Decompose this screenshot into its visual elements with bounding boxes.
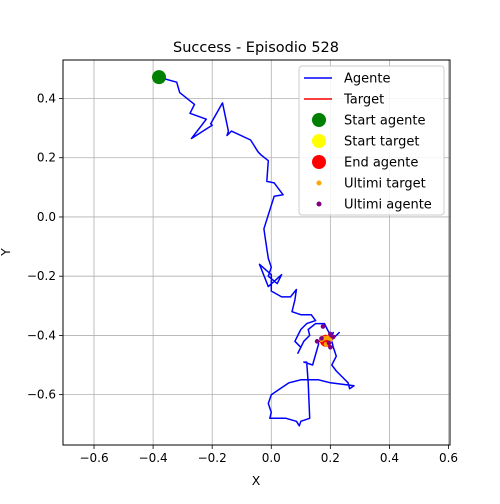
y-tick-label: 0.2 [37, 151, 56, 165]
ultimi-agente-point [320, 324, 326, 329]
y-tick-label: −0.6 [27, 388, 56, 402]
legend-label-start-agente: Start agente [344, 114, 425, 129]
legend-swatch-ultimi-agente [316, 201, 322, 207]
ticks: −0.6 −0.4 −0.2 0.0 0.2 0.4 0.6 −0.6 −0.4 −0.2 0.0 0… [27, 92, 458, 466]
ultimi-agente-point [331, 334, 336, 340]
series-line-agente [157, 76, 355, 427]
x-tick-label: −0.4 [139, 451, 168, 465]
legend-label-start-target: Start target [344, 135, 419, 150]
legend-label-end-agente: End agente [344, 156, 418, 171]
legend-label-agente: Agente [344, 72, 390, 87]
ultimi-agente-point [319, 336, 324, 341]
x-tick-label: 0.0 [262, 451, 281, 465]
x-tick-label: 0.6 [439, 451, 458, 465]
y-tick-label: −0.2 [27, 269, 56, 283]
legend-label-target: Target [343, 93, 384, 108]
y-tick-label: 0.0 [37, 210, 56, 224]
legend-label-ultimi-target: Ultimi target [344, 177, 426, 192]
y-tick-label: 0.4 [37, 92, 56, 106]
legend-swatch-start-agente [312, 113, 326, 127]
legend-swatch-end-agente [312, 155, 326, 169]
x-tick-label: 0.2 [321, 451, 340, 465]
start-agente-marker [152, 70, 167, 85]
ultimi-agente-point [326, 340, 332, 346]
legend-swatch-ultimi-target [316, 180, 322, 186]
x-tick-label: −0.6 [79, 451, 108, 465]
ultimi-agente-point [328, 344, 333, 350]
chart-title: Success - Episodio 528 [173, 40, 339, 56]
y-tick-label: −0.4 [27, 328, 56, 342]
y-axis-label: Y [0, 248, 13, 257]
legend-swatch-start-target [312, 134, 326, 148]
data-layer [152, 70, 355, 427]
x-tick-label: −0.2 [198, 451, 227, 465]
x-axis-label: X [252, 473, 261, 488]
legend-box [298, 65, 445, 216]
x-tick-label: 0.4 [380, 451, 399, 465]
legend: Agente Target Start agente Start target End … [298, 65, 445, 216]
ultimi-agente-point [328, 331, 333, 337]
ultimi-agente-point [314, 339, 320, 344]
legend-label-ultimi-agente: Ultimi agente [344, 198, 432, 213]
plot-frame [62, 59, 451, 446]
